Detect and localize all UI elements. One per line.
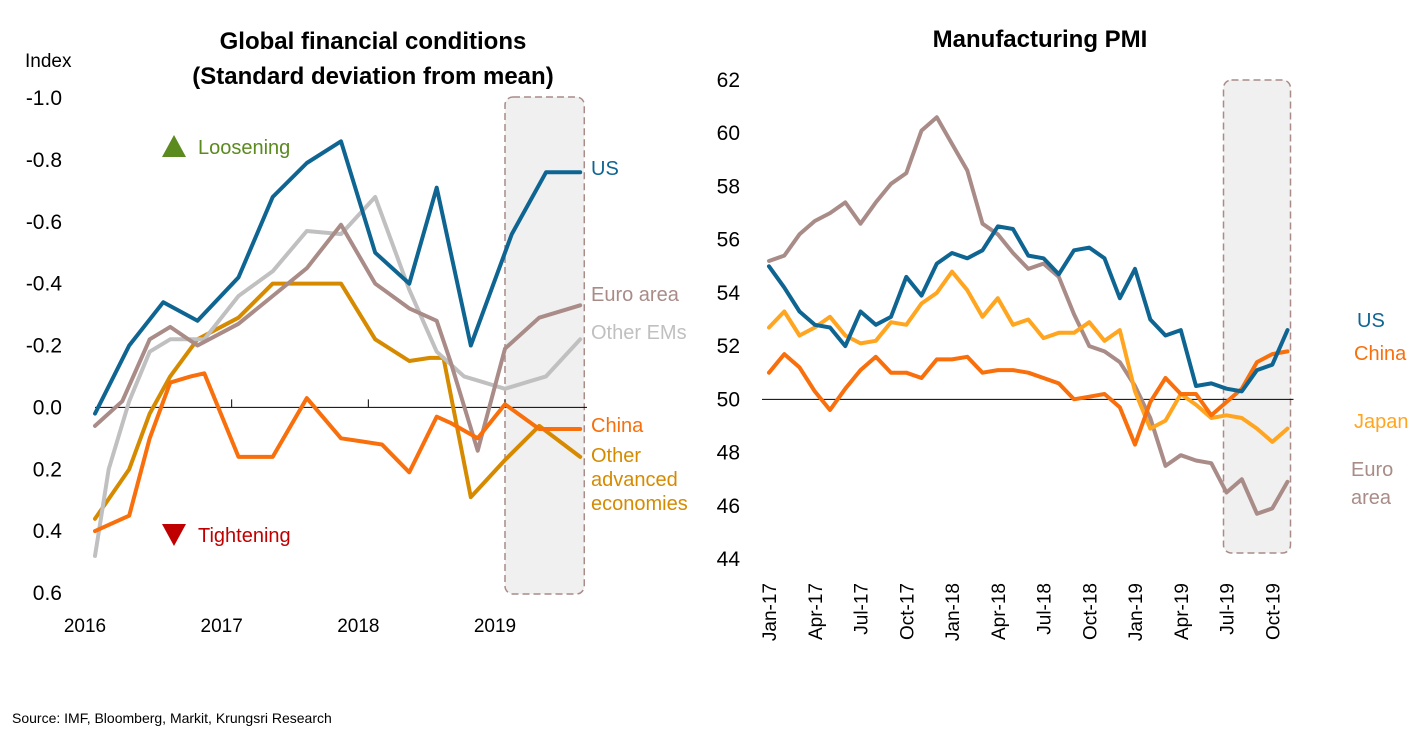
x-tick-label: Jul-17 bbox=[852, 583, 873, 635]
x-tick-label: Oct-19 bbox=[1263, 583, 1284, 640]
shaded-forecast-region bbox=[504, 96, 586, 595]
y-tick-label: -0.2 bbox=[26, 335, 62, 358]
y-tick-label: -0.4 bbox=[26, 273, 63, 296]
right-series-lines bbox=[767, 115, 1290, 516]
x-tick-label: Apr-17 bbox=[806, 583, 827, 640]
x-tick-label: Jul-18 bbox=[1035, 583, 1056, 635]
y-tick-label: -1.0 bbox=[26, 87, 62, 110]
right-series-labels: Euro area Japan China US bbox=[1351, 310, 1409, 509]
series-line-china bbox=[767, 349, 1290, 447]
x-tick-label: 2018 bbox=[337, 616, 379, 637]
manufacturing-pmi-chart: Manufacturing PMI 44 46 48 50 52 54 56 58 60 62 J… bbox=[717, 26, 1409, 641]
shaded-forecast-region bbox=[1222, 79, 1292, 554]
series-label-other-ems: Other EMs bbox=[591, 322, 687, 344]
loosening-up-triangle-icon bbox=[162, 135, 186, 157]
x-tick-label: Oct-17 bbox=[897, 583, 918, 640]
series-line-us bbox=[93, 139, 583, 416]
y-tick-label: 46 bbox=[717, 495, 740, 518]
x-tick-label: Apr-19 bbox=[1172, 583, 1193, 640]
series-label-line: economies bbox=[591, 493, 688, 515]
x-tick-label: 2016 bbox=[64, 616, 106, 637]
series-label-china: China bbox=[1354, 343, 1407, 365]
source-note: Source: IMF, Bloomberg, Markit, Krungsri… bbox=[12, 710, 332, 726]
x-tick-label: Jul-19 bbox=[1218, 583, 1239, 635]
y-tick-label: 58 bbox=[717, 175, 740, 198]
series-label-line: advanced bbox=[591, 469, 678, 491]
series-label-line: Euro bbox=[1351, 459, 1393, 481]
series-line-other-advanced-economies bbox=[93, 281, 583, 521]
series-label-us: US bbox=[1357, 310, 1385, 332]
left-y-axis-label: Index bbox=[25, 51, 72, 72]
y-tick-label: 48 bbox=[717, 442, 740, 465]
right-y-ticks: 44 46 48 50 52 54 56 58 60 62 bbox=[717, 69, 741, 571]
series-line-euro-area bbox=[93, 222, 583, 453]
x-tick-label: Jan-19 bbox=[1126, 583, 1147, 641]
left-series-lines bbox=[93, 139, 583, 558]
y-tick-label: 44 bbox=[717, 548, 741, 571]
y-tick-label: 62 bbox=[717, 69, 740, 92]
right-chart-title: Manufacturing PMI bbox=[933, 26, 1148, 53]
x-tick-label: 2017 bbox=[201, 616, 243, 637]
financial-conditions-chart: Global financial conditions (Standard de… bbox=[25, 28, 688, 637]
series-label-line: Other bbox=[591, 445, 641, 467]
y-tick-label: 0.4 bbox=[33, 520, 63, 543]
x-tick-label: Jan-17 bbox=[760, 583, 781, 641]
series-line-euro-area bbox=[767, 115, 1290, 516]
right-x-ticks: Jan-17 Apr-17 Jul-17 Oct-17 Jan-18 Apr-18 Jul-… bbox=[760, 583, 1284, 641]
x-tick-label: Apr-18 bbox=[989, 583, 1010, 640]
series-label-euro-area: Euro area bbox=[591, 284, 680, 306]
y-tick-label: 0.6 bbox=[33, 582, 62, 605]
x-tick-label: 2019 bbox=[474, 616, 516, 637]
y-tick-label: 56 bbox=[717, 229, 740, 252]
y-tick-label: 60 bbox=[717, 122, 740, 145]
series-line-us bbox=[767, 224, 1290, 394]
loosening-annotation: Loosening bbox=[198, 137, 290, 159]
series-label-china: China bbox=[591, 415, 644, 437]
tightening-annotation: Tightening bbox=[198, 525, 291, 547]
series-line-china bbox=[93, 371, 583, 534]
series-line-other-ems bbox=[93, 195, 583, 558]
series-line-japan bbox=[767, 269, 1290, 444]
y-tick-label: 0.2 bbox=[33, 458, 62, 481]
y-tick-label: 0.0 bbox=[33, 396, 62, 419]
x-tick-label: Jan-18 bbox=[943, 583, 964, 641]
y-tick-label: 54 bbox=[717, 282, 741, 305]
y-tick-label: -0.6 bbox=[26, 211, 62, 234]
left-chart-subtitle: (Standard deviation from mean) bbox=[192, 63, 553, 90]
series-label-japan: Japan bbox=[1354, 411, 1409, 433]
y-tick-label: 52 bbox=[717, 335, 740, 358]
x-tick-label: Oct-18 bbox=[1080, 583, 1101, 640]
series-label-line: area bbox=[1351, 487, 1392, 509]
tightening-down-triangle-icon bbox=[162, 524, 186, 546]
series-label-us: US bbox=[591, 158, 619, 180]
left-chart-title: Global financial conditions bbox=[220, 28, 527, 55]
y-tick-label: 50 bbox=[717, 388, 740, 411]
left-x-ticks: 2016 2017 2018 2019 bbox=[64, 616, 516, 637]
left-y-ticks: -1.0 -0.8 -0.6 -0.4 -0.2 0.0 0.2 0.4 0.6 bbox=[26, 87, 63, 605]
y-tick-label: -0.8 bbox=[26, 149, 62, 172]
